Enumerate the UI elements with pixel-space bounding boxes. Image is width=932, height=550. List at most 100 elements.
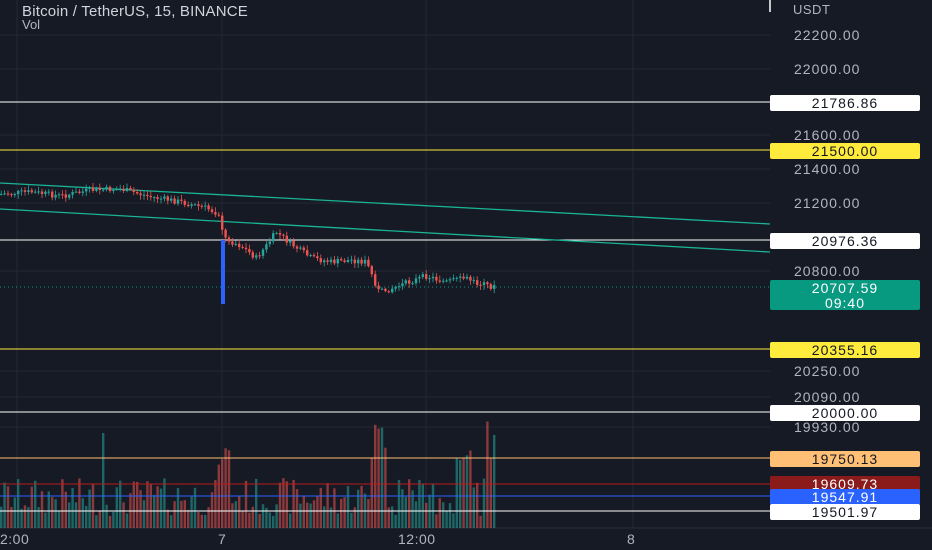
level-tag-20355[interactable]: 20355.16 — [770, 342, 920, 358]
candle-body — [221, 215, 224, 230]
candle-body — [40, 191, 44, 195]
candle-body — [156, 197, 159, 199]
volume-bar — [27, 507, 30, 528]
volume-bar — [238, 495, 241, 528]
volume-bar — [353, 507, 356, 528]
candle-body — [272, 233, 275, 242]
volume-bar — [414, 501, 418, 528]
candle-body — [367, 259, 370, 267]
current-price-value: 20707.59 — [811, 280, 879, 296]
volume-bar — [482, 478, 486, 528]
volume-bar — [493, 435, 496, 528]
volume-bar — [10, 507, 13, 528]
candle-body — [166, 196, 169, 201]
volume-bar — [489, 458, 492, 528]
candle-body — [88, 187, 91, 189]
volume-bar — [367, 498, 370, 528]
candle-body — [469, 276, 472, 281]
candle-body — [479, 284, 482, 286]
volume-bar — [227, 450, 231, 528]
candle-body — [275, 233, 278, 235]
volume-bar — [248, 512, 251, 528]
candle-body — [197, 204, 200, 206]
candle-body — [153, 197, 156, 199]
level-tag-19609[interactable]: 19609.73 — [770, 476, 920, 492]
volume-indicator-label[interactable]: Vol — [22, 17, 41, 32]
volume-bar — [187, 509, 190, 528]
level-tag-21500[interactable]: 21500.00 — [770, 143, 920, 159]
horizontal-levels[interactable] — [0, 101, 770, 512]
candle-body — [17, 190, 20, 195]
candle-body — [68, 194, 71, 198]
volume-bar — [119, 480, 122, 528]
volume-bar — [64, 491, 67, 528]
currency-label[interactable]: USDT — [793, 2, 831, 17]
volume-bar — [231, 503, 234, 528]
volume-bar — [163, 478, 166, 528]
volume-bar — [472, 487, 475, 528]
candle-body — [397, 286, 401, 288]
volume-bar — [476, 482, 479, 528]
candle-body — [163, 196, 166, 199]
volume-bar — [397, 479, 401, 528]
candle-body — [455, 277, 458, 279]
volume-bar — [442, 502, 445, 528]
candle-body — [265, 244, 268, 250]
level-tag-21786[interactable]: 21786.86 — [770, 95, 920, 111]
volume-bar — [105, 504, 108, 528]
candle-body — [465, 276, 469, 279]
candle-body — [292, 240, 295, 247]
level-tag-19501[interactable]: 19501.97 — [770, 504, 920, 520]
volume-bar — [166, 509, 169, 528]
candle-body — [333, 259, 336, 264]
candle-body — [258, 255, 261, 257]
candle-body — [350, 259, 353, 261]
volume-bar — [343, 497, 346, 528]
volume-bar — [23, 505, 27, 528]
volume-bar — [221, 459, 224, 528]
candle-body — [302, 247, 305, 251]
candle-body — [411, 283, 414, 285]
level-tag-19547[interactable]: 19547.91 — [770, 489, 920, 505]
trend-line-upper[interactable] — [0, 182, 771, 225]
volume-bar — [479, 515, 482, 528]
candle-body — [380, 288, 384, 290]
candle-body — [289, 240, 292, 243]
volume-bar — [112, 511, 115, 528]
volume-bar — [319, 487, 322, 528]
candle-body — [418, 276, 421, 279]
candle-body — [241, 247, 244, 249]
candle-body — [227, 237, 231, 242]
volume-bar — [136, 481, 139, 528]
volume-bar — [47, 491, 50, 528]
trend-line-lower[interactable] — [0, 208, 771, 253]
volume-bar — [282, 478, 285, 528]
candle-body — [180, 199, 183, 201]
volume-bar — [190, 496, 193, 528]
candle-body — [360, 259, 363, 264]
chart-title[interactable]: Bitcoin / TetherUS, 15, BINANCE — [22, 3, 249, 20]
candle-body — [146, 194, 149, 196]
level-tag-20976[interactable]: 20976.36 — [770, 233, 920, 249]
volume-bar — [34, 480, 37, 528]
level-tag-19750[interactable]: 19750.13 — [770, 451, 920, 467]
volume-bar — [299, 503, 302, 528]
level-tag-20000[interactable]: 20000.00 — [770, 405, 920, 421]
volume-bar — [329, 507, 333, 528]
candle-body — [47, 191, 50, 193]
candle-body — [183, 200, 186, 205]
trend-channel[interactable] — [0, 182, 771, 253]
candle-body — [353, 259, 356, 264]
volume-bar — [20, 508, 23, 528]
volume-bar — [180, 500, 183, 528]
candle-body — [278, 233, 282, 235]
volume-bar — [346, 486, 350, 528]
volume-bar — [435, 514, 438, 528]
price-tick: 20090.00 — [794, 389, 861, 405]
volume-bar — [13, 497, 16, 528]
candle-body — [244, 247, 248, 250]
volume-bar — [391, 506, 394, 528]
volume-bar — [197, 512, 200, 528]
candle-body — [3, 193, 6, 195]
